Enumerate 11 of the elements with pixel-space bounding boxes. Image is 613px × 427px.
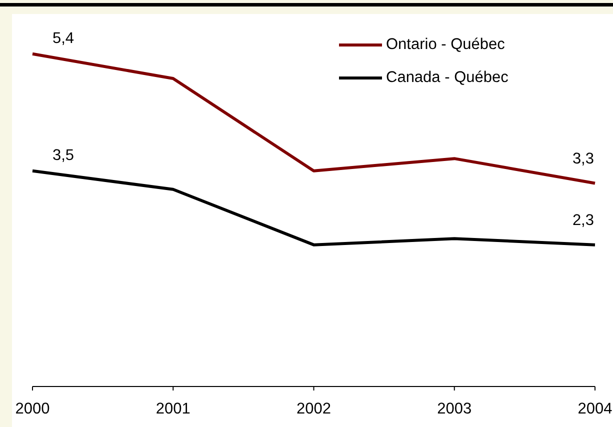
x-tick-label: 2001 bbox=[156, 400, 190, 418]
x-tick-label: 2002 bbox=[296, 400, 331, 418]
data-label: 5,4 bbox=[52, 30, 74, 47]
x-tick-label: 2004 bbox=[578, 400, 613, 418]
data-label: 3,5 bbox=[52, 146, 74, 164]
x-tick-label: 2003 bbox=[437, 400, 472, 418]
data-label: 3,3 bbox=[572, 150, 594, 168]
data-label: 2,3 bbox=[572, 212, 594, 229]
legend-label: Ontario - Québec bbox=[386, 36, 506, 54]
x-tick-label: 2000 bbox=[15, 400, 50, 418]
legend-label: Canada - Québec bbox=[386, 69, 509, 86]
